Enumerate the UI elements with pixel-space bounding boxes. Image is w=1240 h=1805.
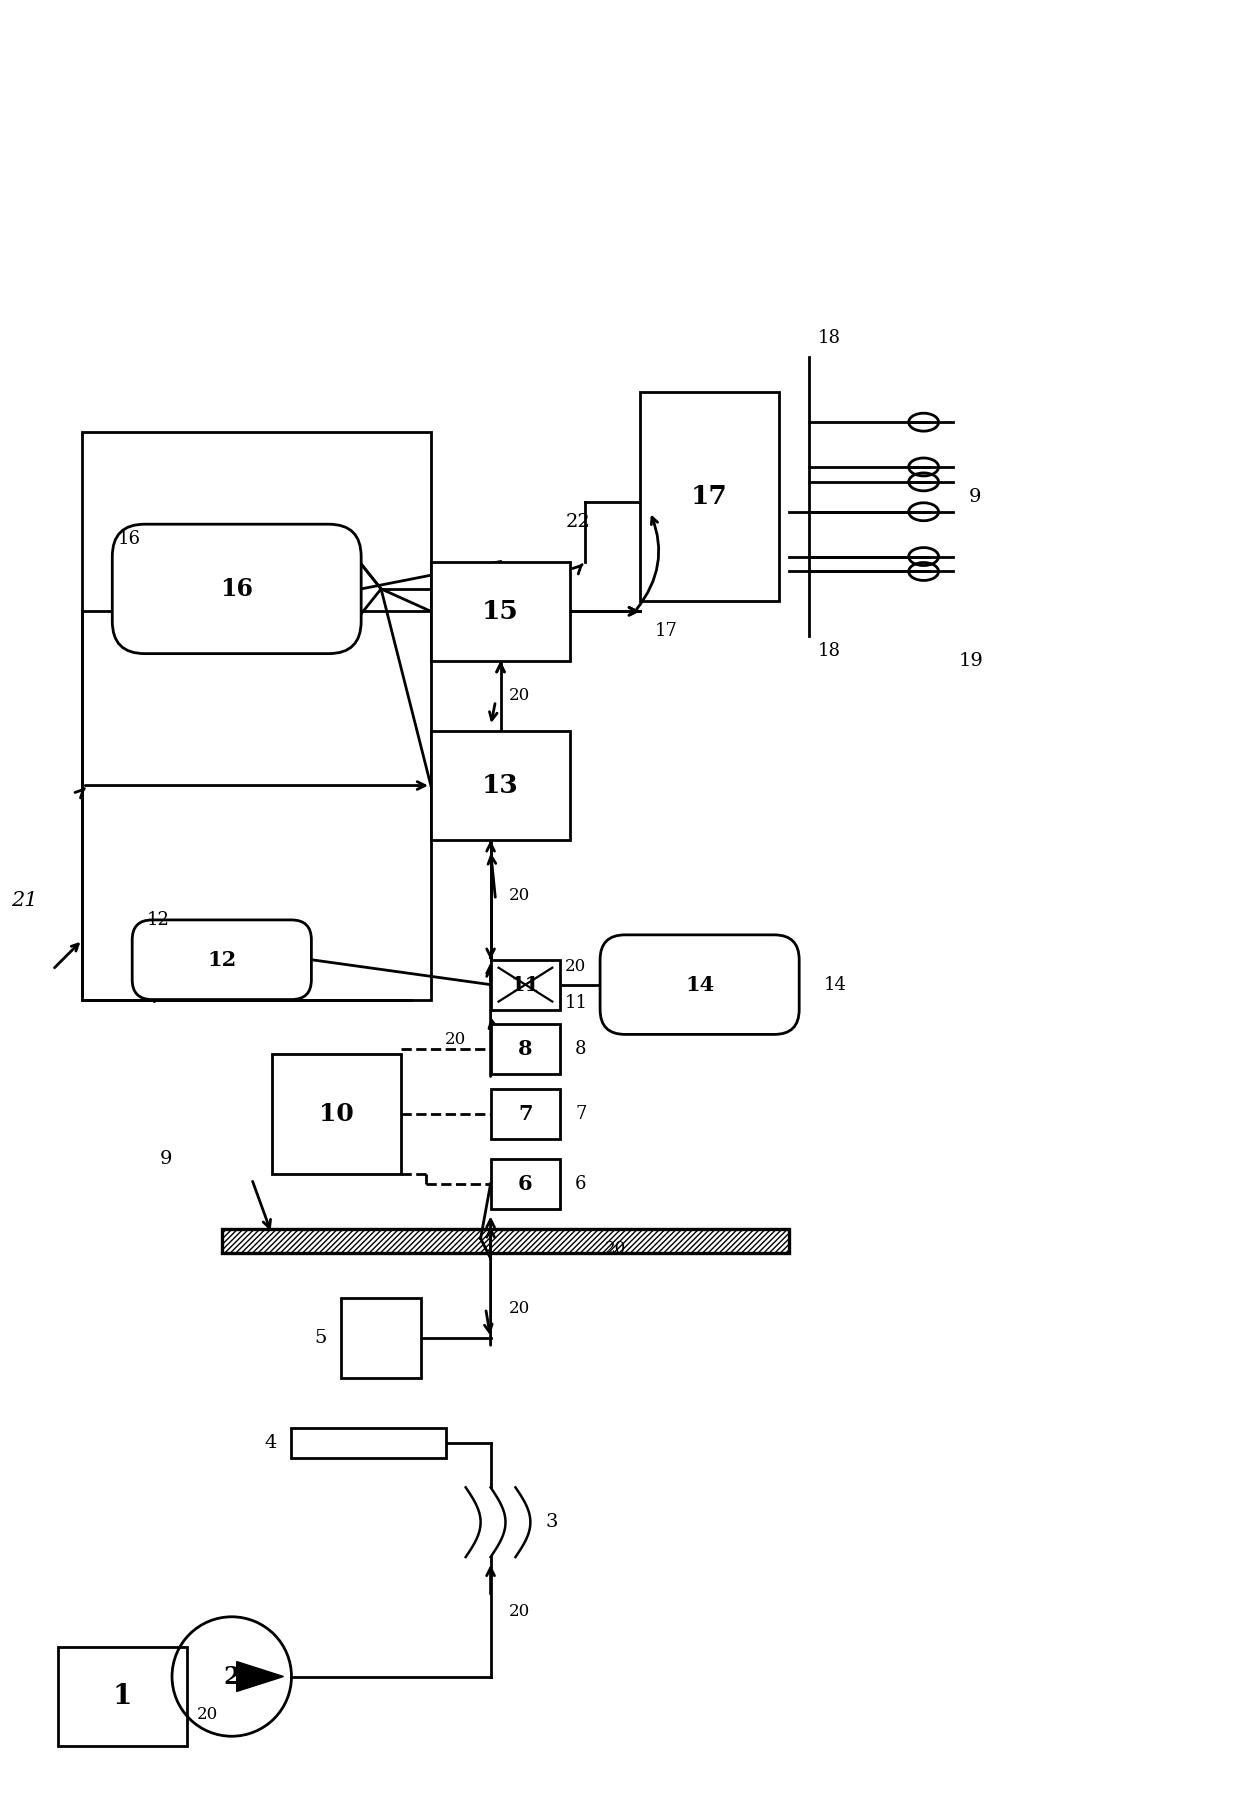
Text: 18: 18 xyxy=(817,643,841,661)
Text: 8: 8 xyxy=(518,1040,533,1060)
Bar xyxy=(57,1646,187,1745)
Text: 9: 9 xyxy=(968,487,981,505)
Text: 20: 20 xyxy=(565,958,587,975)
Text: 20: 20 xyxy=(197,1706,218,1722)
Text: 6: 6 xyxy=(518,1173,533,1193)
Text: 15: 15 xyxy=(482,599,518,625)
Text: 7: 7 xyxy=(518,1105,533,1125)
Text: 8: 8 xyxy=(575,1040,587,1058)
Bar xyxy=(222,1229,789,1253)
Bar xyxy=(291,1428,446,1457)
Text: 1: 1 xyxy=(113,1682,131,1709)
Text: 20: 20 xyxy=(508,886,529,904)
FancyBboxPatch shape xyxy=(113,523,361,653)
Text: 11: 11 xyxy=(511,975,541,995)
Text: 18: 18 xyxy=(817,329,841,347)
Text: 7: 7 xyxy=(575,1105,587,1123)
Bar xyxy=(430,731,570,841)
Text: 13: 13 xyxy=(482,773,518,798)
Text: 14: 14 xyxy=(684,975,714,995)
Text: 20: 20 xyxy=(508,1300,529,1316)
Text: 19: 19 xyxy=(959,652,983,670)
Text: 14: 14 xyxy=(825,977,847,993)
Text: 10: 10 xyxy=(319,1103,353,1126)
Text: 3: 3 xyxy=(546,1513,558,1531)
FancyBboxPatch shape xyxy=(600,935,800,1034)
Text: 22: 22 xyxy=(565,513,590,531)
Bar xyxy=(640,392,779,601)
Text: 9: 9 xyxy=(160,1150,172,1168)
Bar xyxy=(491,1159,560,1209)
Bar xyxy=(341,1298,420,1377)
Text: 20: 20 xyxy=(444,1031,466,1049)
Text: 20: 20 xyxy=(508,688,529,704)
Bar xyxy=(491,1088,560,1139)
Text: 17: 17 xyxy=(691,484,728,509)
Text: 5: 5 xyxy=(314,1328,326,1347)
Bar xyxy=(82,431,430,1000)
Polygon shape xyxy=(237,1662,284,1691)
Text: 16: 16 xyxy=(118,529,140,547)
Text: 16: 16 xyxy=(221,578,253,601)
Text: 17: 17 xyxy=(655,623,678,641)
FancyBboxPatch shape xyxy=(133,921,311,1000)
Text: 20: 20 xyxy=(508,1603,529,1621)
Text: 2: 2 xyxy=(223,1664,241,1688)
Bar xyxy=(272,1054,401,1173)
Text: 12: 12 xyxy=(148,912,170,930)
Text: 4: 4 xyxy=(264,1433,277,1451)
Bar xyxy=(430,561,570,661)
Text: 12: 12 xyxy=(207,949,237,969)
Text: 21: 21 xyxy=(11,890,37,910)
Bar xyxy=(491,960,560,1009)
Text: 6: 6 xyxy=(575,1175,587,1193)
Bar xyxy=(491,1025,560,1074)
Text: 11: 11 xyxy=(565,993,588,1011)
Text: 20: 20 xyxy=(605,1240,626,1256)
